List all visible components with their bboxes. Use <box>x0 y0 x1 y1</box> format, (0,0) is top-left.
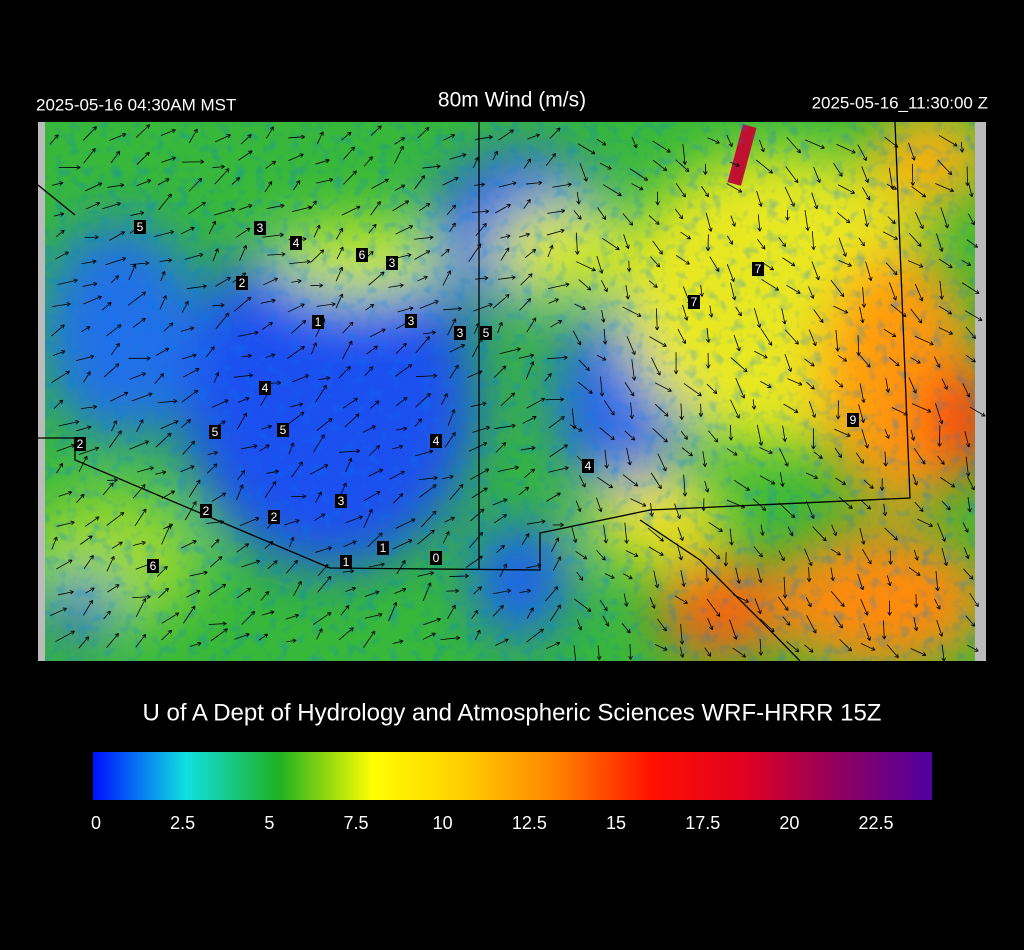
station-value: 4 <box>262 381 269 395</box>
credit: U of A Dept of Hydrology and Atmospheric… <box>143 699 882 726</box>
station-value: 2 <box>271 510 278 524</box>
tick-label: 12.5 <box>512 813 547 833</box>
wind-map <box>38 122 986 661</box>
station-value: 4 <box>293 236 300 250</box>
station-value: 1 <box>380 541 387 555</box>
colorbar <box>93 752 932 800</box>
station-value: 5 <box>483 326 490 340</box>
station-box <box>377 541 389 555</box>
station-box <box>209 425 221 439</box>
station-box <box>386 256 398 270</box>
station-box <box>147 559 159 573</box>
station-box <box>340 555 352 569</box>
station-box <box>268 510 280 524</box>
tick-label: 17.5 <box>685 813 720 833</box>
station-value: 2 <box>203 504 210 518</box>
station-value: 3 <box>457 326 464 340</box>
station-box <box>454 326 466 340</box>
station-box <box>134 220 146 234</box>
tick-label: 10 <box>433 813 453 833</box>
station-value: 5 <box>137 220 144 234</box>
map-title: 80m Wind (m/s) <box>438 89 586 112</box>
station-value: 7 <box>691 295 698 309</box>
station-labels: 5 3 4 6 3 2 1 3 3 5 7 7 4 5 5 2 4 9 4 3 2 2 1 1 0 6 <box>74 220 859 573</box>
station-value: 7 <box>755 262 762 276</box>
station-value: 5 <box>280 423 287 437</box>
station-value: 4 <box>433 434 440 448</box>
station-value: 6 <box>150 559 157 573</box>
station-box <box>847 413 859 427</box>
tick-label: 20 <box>779 813 799 833</box>
station-box <box>74 437 86 451</box>
station-box <box>405 314 417 328</box>
station-box <box>290 236 302 250</box>
station-value: 9 <box>850 413 857 427</box>
station-value: 6 <box>359 248 366 262</box>
station-value: 5 <box>212 425 219 439</box>
station-box <box>752 262 764 276</box>
station-value: 3 <box>338 494 345 508</box>
tick-label: 5 <box>264 813 274 833</box>
station-box <box>480 326 492 340</box>
station-value: 3 <box>408 314 415 328</box>
station-box <box>430 551 442 565</box>
station-value: 1 <box>343 555 350 569</box>
station-box <box>430 434 442 448</box>
station-box <box>200 504 212 518</box>
station-value: 3 <box>389 256 396 270</box>
station-value: 4 <box>585 459 592 473</box>
utc-time: 2025-05-16_11:30:00 Z <box>812 93 988 112</box>
station-box <box>582 459 594 473</box>
tick-label: 22.5 <box>859 813 894 833</box>
station-box <box>254 221 266 235</box>
colorbar-ticks: 0 2.5 5 7.5 10 12.5 15 17.5 20 22.5 <box>91 813 894 833</box>
tick-label: 0 <box>91 813 101 833</box>
station-box <box>335 494 347 508</box>
tick-label: 7.5 <box>344 813 369 833</box>
station-box <box>259 381 271 395</box>
station-value: 0 <box>433 551 440 565</box>
local-time: 2025-05-16 04:30AM MST <box>36 95 236 114</box>
station-value: 2 <box>77 437 84 451</box>
station-box <box>312 315 324 329</box>
station-box <box>356 248 368 262</box>
station-value: 3 <box>257 221 264 235</box>
tick-label: 15 <box>606 813 626 833</box>
tick-label: 2.5 <box>170 813 195 833</box>
station-value: 1 <box>315 315 322 329</box>
station-box <box>277 423 289 437</box>
station-box <box>236 276 248 290</box>
station-box <box>688 295 700 309</box>
station-value: 2 <box>239 276 246 290</box>
